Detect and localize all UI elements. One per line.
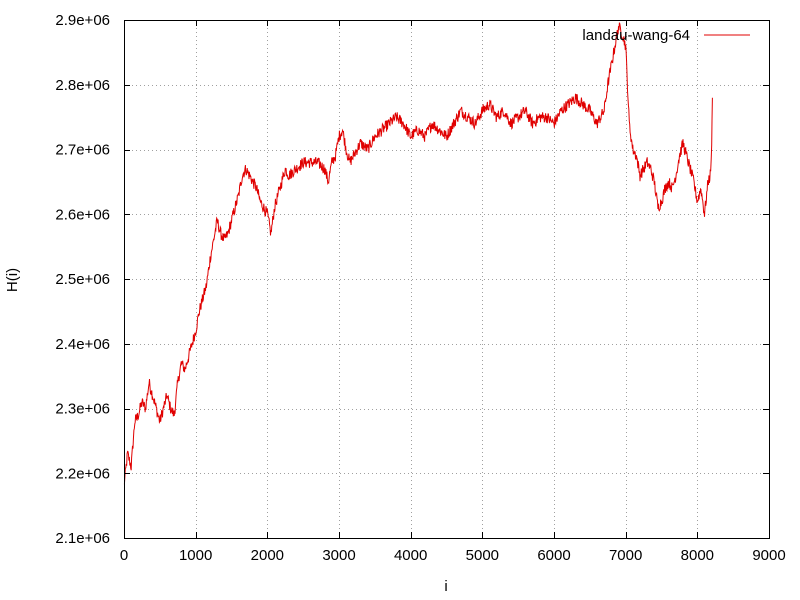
y-axis-label: H(i) xyxy=(4,268,21,292)
y-tick-label: 2.7e+06 xyxy=(55,142,110,159)
y-tick-label: 2.1e+06 xyxy=(55,530,110,547)
x-tick-labels: 0 1000 2000 3000 4000 5000 6000 7000 8000 9000 xyxy=(120,547,786,564)
x-tick-label: 5000 xyxy=(466,547,499,564)
x-tick-label: 2000 xyxy=(251,547,284,564)
x-tick-label: 4000 xyxy=(394,547,427,564)
legend: landau-wang-64 xyxy=(582,27,750,44)
y-tick-label: 2.4e+06 xyxy=(55,336,110,353)
y-tick-label: 2.2e+06 xyxy=(55,465,110,482)
y-tick-label: 2.3e+06 xyxy=(55,401,110,418)
y-tick-label: 2.5e+06 xyxy=(55,271,110,288)
x-tick-label: 0 xyxy=(120,547,128,564)
y-tick-label: 2.9e+06 xyxy=(55,12,110,29)
ticks xyxy=(124,20,770,539)
y-tick-label: 2.6e+06 xyxy=(55,206,110,223)
y-tick-label: 2.8e+06 xyxy=(55,77,110,94)
x-tick-label: 8000 xyxy=(681,547,714,564)
y-tick-labels: 2.1e+06 2.2e+06 2.3e+06 2.4e+06 2.5e+06 2.6e+… xyxy=(55,12,110,547)
x-tick-label: 6000 xyxy=(537,547,570,564)
legend-label: landau-wang-64 xyxy=(582,27,690,44)
x-tick-label: 9000 xyxy=(752,547,785,564)
series-line-landau-wang-64 xyxy=(123,22,713,485)
x-tick-label: 1000 xyxy=(179,547,212,564)
x-axis-label: i xyxy=(444,578,447,595)
x-tick-label: 7000 xyxy=(609,547,642,564)
grid xyxy=(124,20,769,538)
x-tick-label: 3000 xyxy=(322,547,355,564)
